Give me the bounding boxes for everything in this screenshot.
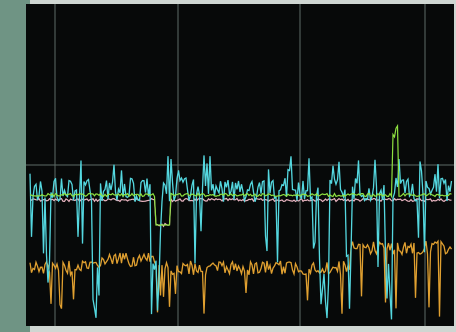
bezel-left xyxy=(0,0,30,332)
page: (() => { JSON.parse(document.getElementB… xyxy=(0,0,456,332)
oscilloscope-photo xyxy=(0,0,456,332)
